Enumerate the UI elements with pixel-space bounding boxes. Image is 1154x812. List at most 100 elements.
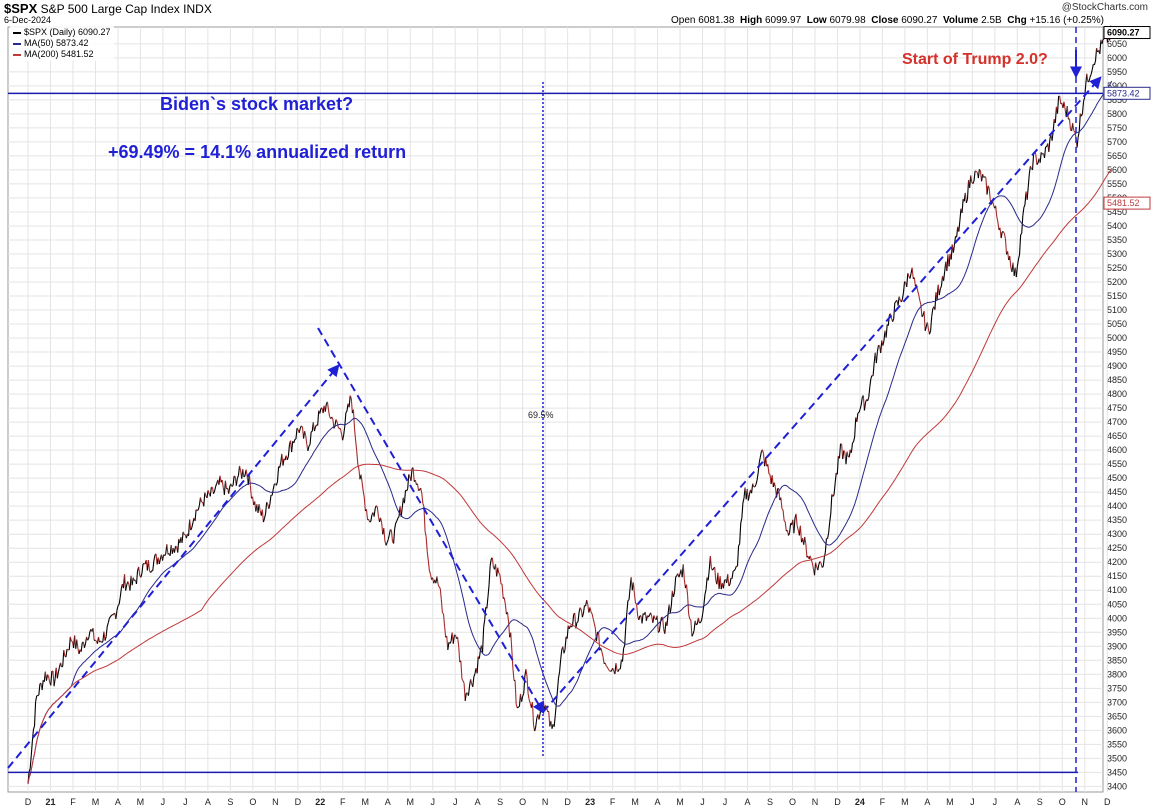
price-segment xyxy=(525,669,528,677)
price-segment xyxy=(41,680,44,691)
chg-value: +15.16 (+0.25%) xyxy=(1029,15,1105,26)
price-segment xyxy=(452,635,455,644)
price-segment xyxy=(388,529,391,536)
price-segment xyxy=(248,473,251,486)
price-segment xyxy=(286,456,289,461)
price-segment xyxy=(869,378,872,387)
price-segment xyxy=(984,176,987,179)
price-segment xyxy=(61,665,63,668)
price-segment xyxy=(498,572,501,575)
x-tick-label: A xyxy=(205,797,211,807)
price-segment xyxy=(601,651,604,657)
price-segment xyxy=(897,296,900,306)
price-segment xyxy=(833,483,836,495)
price-segment xyxy=(195,509,198,511)
price-segment xyxy=(414,480,417,485)
y-tick-label: 3600 xyxy=(1107,725,1127,735)
biden-title-annotation: Biden`s stock market? xyxy=(160,94,353,114)
x-tick-label: A xyxy=(924,797,930,807)
price-segment xyxy=(988,187,991,200)
price-segment xyxy=(653,615,656,619)
y-tick-label: 5100 xyxy=(1107,305,1127,315)
price-segment xyxy=(752,483,755,487)
price-segment xyxy=(1077,131,1080,138)
price-segment xyxy=(504,604,507,615)
price-segment xyxy=(590,611,593,615)
price-segment xyxy=(60,662,63,668)
price-segment xyxy=(243,475,246,478)
close-label: Close xyxy=(871,15,899,26)
price-segment xyxy=(436,576,439,585)
price-segment xyxy=(473,673,476,677)
price-segment xyxy=(48,676,51,683)
y-tick-label: 5150 xyxy=(1107,291,1127,301)
price-segment xyxy=(355,440,358,451)
price-segment xyxy=(197,505,200,510)
price-segment xyxy=(486,596,489,609)
price-segment xyxy=(212,490,216,495)
price-segment xyxy=(269,495,272,505)
price-segment xyxy=(173,546,177,553)
price-segment xyxy=(880,340,883,354)
price-segment xyxy=(928,330,932,335)
price-segment xyxy=(602,656,605,664)
price-segment xyxy=(1063,101,1066,110)
price-segment xyxy=(664,621,667,634)
price-segment xyxy=(693,620,696,631)
price-segment xyxy=(153,554,156,562)
price-segment xyxy=(911,267,914,279)
price-segment xyxy=(87,637,90,641)
price-segment xyxy=(756,473,759,481)
price-segment xyxy=(522,693,525,697)
price-segment xyxy=(966,179,970,200)
exchange: INDX xyxy=(183,2,212,16)
price-segment xyxy=(996,216,999,222)
price-segment xyxy=(56,671,59,679)
price-segment xyxy=(116,605,119,611)
price-segment xyxy=(319,408,322,414)
price-segment xyxy=(124,574,127,591)
price-segment xyxy=(196,509,199,511)
price-segment xyxy=(491,557,494,568)
price-segment xyxy=(189,519,192,531)
price-segment xyxy=(782,509,785,521)
price-segment xyxy=(463,683,466,701)
price-segment xyxy=(682,564,685,580)
price-segment xyxy=(878,344,880,347)
price-segment xyxy=(232,475,235,486)
price-segment xyxy=(287,444,290,457)
price-segment xyxy=(948,253,951,267)
price-segment xyxy=(556,678,560,692)
price-segment xyxy=(235,478,238,486)
price-segment xyxy=(589,607,592,612)
price-segment xyxy=(53,678,56,687)
price-segment xyxy=(353,428,357,441)
price-segment xyxy=(221,479,224,488)
price-segment xyxy=(765,457,768,467)
price-segment xyxy=(938,288,941,296)
price-segment xyxy=(739,523,742,544)
price-segment xyxy=(439,588,442,600)
percent-change-label: 69.5% xyxy=(528,410,554,420)
price-segment xyxy=(1099,39,1102,54)
trend-line xyxy=(542,76,1102,713)
y-tick-label: 4350 xyxy=(1107,515,1127,525)
price-segment xyxy=(894,301,897,304)
price-segment xyxy=(194,509,197,521)
price-segment xyxy=(447,642,450,650)
price-segment xyxy=(701,613,704,621)
price-segment xyxy=(658,622,662,632)
price-segment xyxy=(582,605,586,614)
price-segment xyxy=(291,441,294,453)
price-segment xyxy=(633,593,637,604)
price-segment xyxy=(112,613,114,616)
price-segment xyxy=(691,633,694,637)
chg-label: Chg xyxy=(1007,15,1027,26)
x-tick-label: M xyxy=(676,797,684,807)
price-segment xyxy=(308,444,311,447)
low-label: Low xyxy=(806,15,827,26)
price-segment xyxy=(830,494,833,514)
price-segment xyxy=(796,525,799,531)
price-segment xyxy=(300,425,303,428)
price-segment xyxy=(627,599,630,602)
